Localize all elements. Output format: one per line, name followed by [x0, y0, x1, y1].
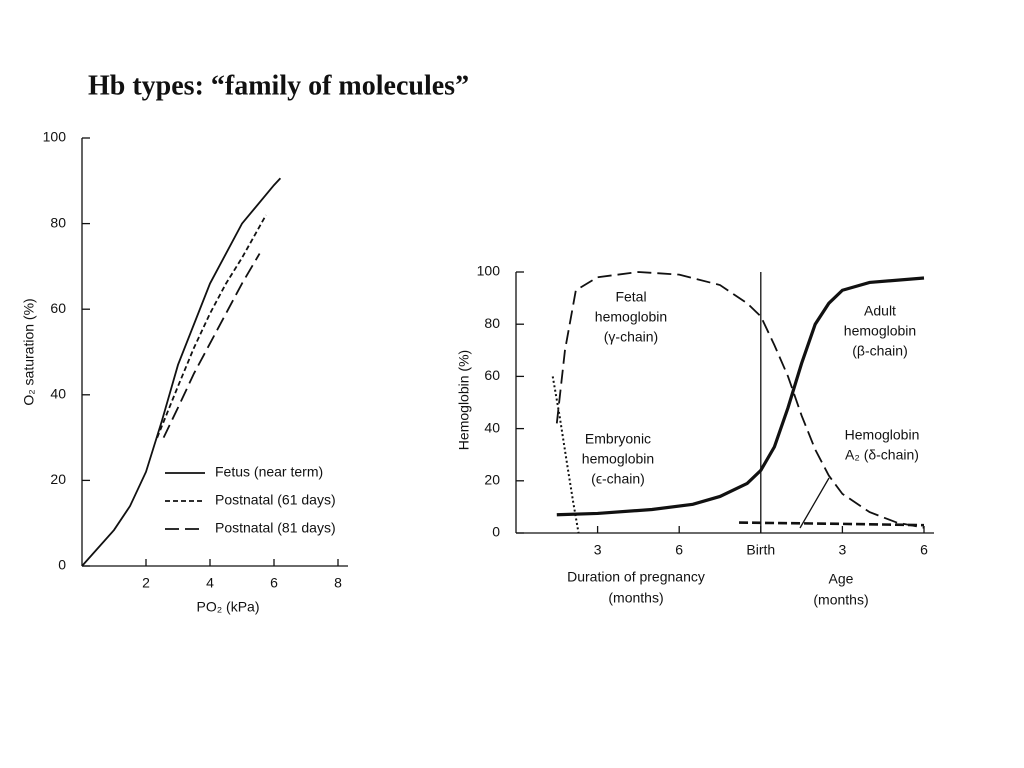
curve-label: Hemoglobin	[845, 427, 920, 443]
series-line	[156, 214, 267, 438]
x-group-label: (months)	[813, 592, 868, 608]
y-tick-label: 40	[50, 386, 66, 402]
y-axis-label: O₂ saturation (%)	[21, 298, 37, 405]
x-tick-label: 6	[675, 542, 683, 558]
y-tick-label: 0	[58, 557, 66, 573]
x-tick-label: 3	[839, 542, 847, 558]
y-axis-label: Hemoglobin (%)	[456, 350, 472, 450]
legend-label: Fetus (near term)	[215, 464, 323, 480]
curve-label: (ϵ-chain)	[591, 471, 645, 487]
y-tick-label: 0	[492, 524, 500, 540]
y-tick-label: 80	[484, 315, 500, 331]
x-tick-label: 8	[334, 575, 342, 591]
x-group-label: Duration of pregnancy	[567, 569, 705, 585]
x-tick-label: 6	[920, 542, 928, 558]
series-line	[551, 376, 580, 534]
label-pointer	[799, 477, 830, 529]
x-tick-label: 2	[142, 575, 150, 591]
y-tick-label: 60	[50, 300, 66, 316]
x-tick-label: 3	[594, 542, 602, 558]
y-tick-label: 20	[50, 471, 66, 487]
y-tick-label: 80	[50, 214, 66, 230]
curve-label: Fetal	[615, 289, 646, 305]
x-axis-label: PO₂ (kPa)	[197, 599, 260, 615]
series-line	[162, 253, 261, 438]
curve-label: hemoglobin	[595, 309, 667, 325]
slide-title: Hb types: “family of molecules”	[88, 70, 469, 101]
y-tick-label: 100	[477, 263, 501, 279]
y-tick-label: 40	[484, 419, 500, 435]
x-tick-label: 6	[270, 575, 278, 591]
x-tick-label: 4	[206, 575, 214, 591]
x-group-label: Age	[829, 571, 854, 587]
curve-label: Adult	[864, 303, 896, 319]
curve-label: (β-chain)	[852, 343, 908, 359]
x-tick-label: Birth	[746, 542, 775, 558]
series-line	[555, 271, 925, 529]
legend-label: Postnatal (61 days)	[215, 492, 336, 508]
legend-label: Postnatal (81 days)	[215, 520, 336, 536]
y-tick-label: 100	[43, 129, 67, 145]
curve-label: Embryonic	[585, 431, 651, 447]
series-line	[81, 177, 282, 567]
curve-label: hemoglobin	[844, 323, 916, 339]
y-tick-label: 60	[484, 367, 500, 383]
curve-label: hemoglobin	[582, 451, 654, 467]
series-line	[739, 521, 925, 527]
curve-label: (γ-chain)	[604, 329, 658, 345]
series-line	[556, 276, 925, 517]
curve-label: A₂ (δ-chain)	[845, 447, 919, 463]
x-group-label: (months)	[608, 590, 663, 606]
y-tick-label: 20	[484, 472, 500, 488]
